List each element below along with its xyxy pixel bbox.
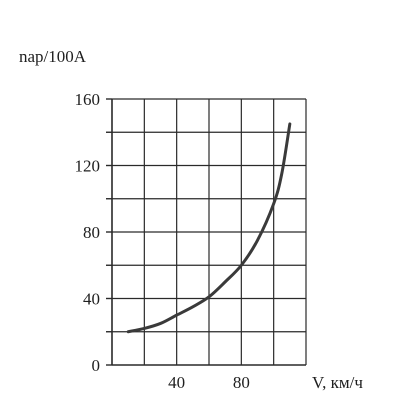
x-axis-label: V, км/ч xyxy=(312,373,363,392)
axes xyxy=(106,98,306,366)
series-line xyxy=(126,122,292,334)
series-layer xyxy=(126,122,292,334)
y-tick-label: 80 xyxy=(83,223,100,242)
tick-labels: 0 40 80 120 160 40 80 xyxy=(75,90,250,392)
grid xyxy=(112,98,307,365)
y-axis-label: nap/100A xyxy=(19,47,87,66)
y-tick-label: 120 xyxy=(75,157,101,176)
x-tick-label: 80 xyxy=(233,373,250,392)
y-tick-label: 160 xyxy=(75,90,101,109)
x-tick-label: 40 xyxy=(168,373,185,392)
y-tick-label: 0 xyxy=(92,356,101,375)
y-tick-label: 40 xyxy=(83,290,100,309)
